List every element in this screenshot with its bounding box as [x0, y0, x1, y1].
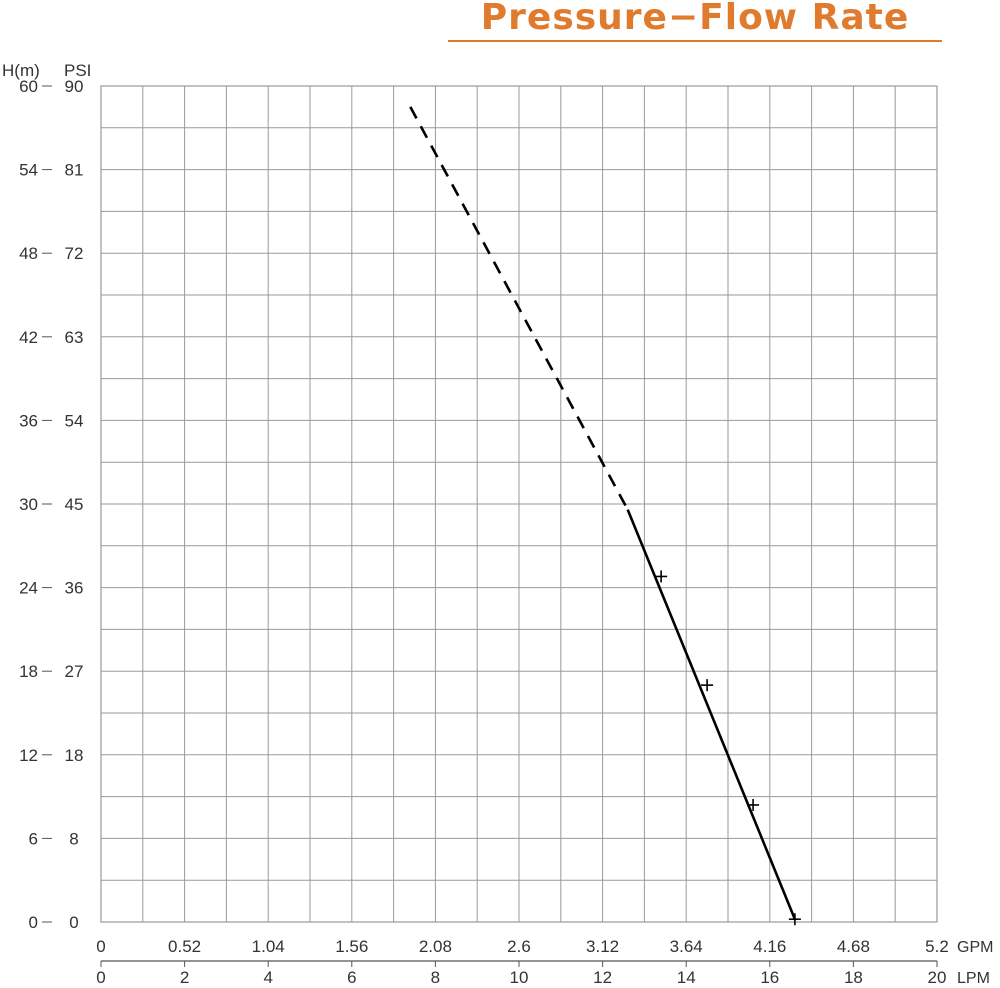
x-gpm-tick-label: 3.64: [670, 937, 703, 956]
data-point-marker: [747, 798, 760, 811]
chart-title-block: Pressure−Flow Rate: [448, 0, 942, 44]
y-right-tick-label: 81: [65, 161, 84, 180]
x-gpm-tick-label: 4.16: [753, 937, 786, 956]
y-left-tick-label: 30: [19, 495, 38, 514]
y-right-tick-label: 63: [65, 328, 84, 347]
y-right-tick-label: 27: [65, 662, 84, 681]
x-lpm-tick-label: 8: [431, 968, 440, 987]
x-lpm-tick-label: 0: [96, 968, 105, 987]
x-gpm-tick-label: 1.04: [252, 937, 285, 956]
markers: [655, 570, 801, 926]
axis-labels: 0612182430364248546008182736455463728190…: [2, 61, 993, 987]
x-lpm-tick-label: 4: [263, 968, 272, 987]
x-gpm-tick-label: 2.08: [419, 937, 452, 956]
y-right-tick-label: 72: [65, 244, 84, 263]
y-right-axis-label: PSI: [64, 61, 91, 80]
y-right-tick-label: 0: [69, 913, 78, 932]
plot-frame: [100, 85, 938, 923]
y-right-tick-label: 90: [65, 77, 84, 96]
data-point-marker: [655, 570, 668, 583]
y-left-tick-label: 24: [19, 579, 38, 598]
chart-title: Pressure−Flow Rate: [480, 0, 910, 38]
axes: [42, 85, 938, 967]
x-lpm-tick-label: 12: [593, 968, 612, 987]
x-lpm-tick-label: 16: [760, 968, 779, 987]
y-right-tick-label: 8: [69, 829, 78, 848]
curve-solid: [626, 509, 797, 920]
y-left-tick-label: 42: [19, 328, 38, 347]
x-gpm-tick-label: 4.68: [837, 937, 870, 956]
x-lpm-tick-label: 6: [347, 968, 356, 987]
x-lpm-tick-label: 20: [928, 968, 947, 987]
y-left-tick-label: 54: [19, 161, 38, 180]
x-gpm-tick-label: 3.12: [586, 937, 619, 956]
x-gpm-axis-label: GPM: [957, 939, 993, 956]
y-right-tick-label: 45: [65, 495, 84, 514]
y-left-tick-label: 48: [19, 244, 38, 263]
x-gpm-tick-label: 0: [96, 937, 105, 956]
x-gpm-tick-label: 2.6: [507, 937, 531, 956]
y-left-axis-label: H(m): [2, 61, 40, 80]
series: [409, 106, 797, 920]
data-point-marker: [788, 913, 801, 926]
curve-dashed: [409, 106, 629, 511]
y-left-tick-label: 0: [29, 913, 38, 932]
data-point-marker: [701, 679, 714, 692]
x-lpm-tick-label: 2: [180, 968, 189, 987]
x-gpm-tick-label: 5.2: [925, 937, 949, 956]
title-underline: [448, 40, 942, 42]
y-left-tick-label: 6: [29, 829, 38, 848]
y-right-tick-label: 54: [65, 411, 84, 430]
x-lpm-tick-label: 14: [677, 968, 696, 987]
y-left-tick-label: 36: [19, 411, 38, 430]
x-lpm-tick-label: 10: [510, 968, 529, 987]
y-left-tick-label: 18: [19, 662, 38, 681]
y-right-tick-label: 36: [65, 579, 84, 598]
y-left-tick-label: 60: [19, 77, 38, 96]
x-lpm-tick-label: 18: [844, 968, 863, 987]
x-gpm-tick-label: 0.52: [168, 937, 201, 956]
y-right-tick-label: 18: [65, 746, 84, 765]
x-gpm-tick-label: 1.56: [335, 937, 368, 956]
x-lpm-axis-label: LPM: [957, 970, 990, 987]
y-left-tick-label: 12: [19, 746, 38, 765]
grid: [100, 85, 938, 923]
